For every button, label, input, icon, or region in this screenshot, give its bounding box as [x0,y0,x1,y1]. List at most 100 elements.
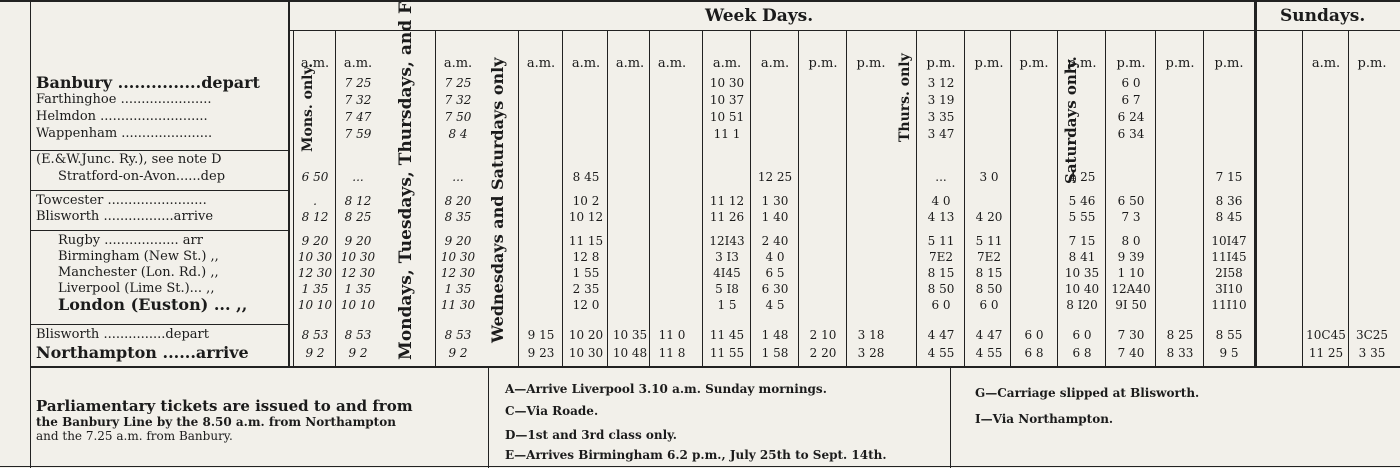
time-cell: 11 15 [568,234,604,248]
time-cell: 5 11 [927,234,955,248]
ampm-header: a.m. [712,56,742,71]
time-cell: 12 8 [572,250,600,264]
time-cell: 4 5 [765,298,785,312]
ampm-header: p.m. [974,56,1004,71]
time-cell: 7 15 [1215,170,1243,184]
time-cell: 1 30 [761,194,789,208]
column-rule [1010,30,1011,366]
column-rule [562,30,563,366]
time-cell: 1 40 [761,210,789,224]
time-cell: 6 0 [1121,76,1141,90]
parliamentary-line-3: and the 7.25 a.m. from Banbury. [36,429,233,443]
note-g: G—Carriage slipped at Blisworth. [975,386,1200,400]
column-rule [1348,30,1349,366]
column-rule [1302,30,1303,366]
time-cell: 7 32 [444,93,472,107]
time-cell: 8 25 [344,210,372,224]
time-cell: 11 8 [658,346,686,360]
station-label: Blisworth ...............depart [36,327,209,342]
time-cell: 9 2 [348,346,368,360]
time-cell: 8 35 [444,210,472,224]
column-rule [518,30,519,366]
column-rule [607,30,608,366]
station-label: London (Euston) ... ,, [58,295,248,314]
time-cell: 4 13 [927,210,955,224]
time-cell: 7 32 [344,93,372,107]
time-cell: 8 41 [1068,250,1096,264]
time-cell: 4 55 [975,346,1003,360]
time-cell: 10 10 [297,298,333,312]
time-cell: 4 47 [975,328,1003,342]
column-rule [1203,30,1204,366]
note-e: E—Arrives Birmingham 6.2 p.m., July 25th… [505,448,887,462]
section-rule [30,190,290,191]
station-label: Manchester (Lon. Rd.) ,, [58,265,219,280]
notes-divider-1 [488,368,489,468]
time-cell: 3 35 [1358,346,1386,360]
time-cell: 8 50 [975,282,1003,296]
station-label: Helmdon .......................... [36,109,208,124]
page-bottom-rule [0,466,1400,467]
time-cell: 9 39 [1117,250,1145,264]
column-rule [649,30,650,366]
time-cell: 8 12 [344,194,372,208]
station-label: Birmingham (New St.) ,, [58,249,219,264]
section-rule [30,150,290,151]
time-cell: 8 12 [301,210,329,224]
time-cell: 7 15 [1068,234,1096,248]
ampm-header: p.m. [808,56,838,71]
parliamentary-note: Parliamentary tickets are issued to and … [36,397,476,443]
time-cell: 6 0 [1072,328,1092,342]
time-cell: 3 47 [927,127,955,141]
time-cell: 4 0 [931,194,951,208]
column-rule [846,30,847,366]
time-cell: 9 20 [444,234,472,248]
time-cell: 11 30 [440,298,476,312]
ampm-header: p.m. [856,56,886,71]
ampm-header: a.m. [657,56,687,71]
time-cell: 8 0 [1121,234,1141,248]
station-label: Towcester ........................ [36,193,207,208]
time-cell: 4 47 [927,328,955,342]
sundays-divider [1254,0,1257,368]
time-cell: 10 30 [297,250,333,264]
time-cell: 7 47 [344,110,372,124]
station-label: Blisworth .................arrive [36,209,214,224]
parliamentary-title: Parliamentary tickets are issued to and … [36,397,413,415]
time-cell: 8 15 [975,266,1003,280]
time-cell: 6 0 [1024,328,1044,342]
ampm-header: a.m. [300,56,330,71]
time-cell: 2 40 [761,234,789,248]
time-cell: 8 36 [1215,194,1243,208]
station-label: Stratford-on-Avon......dep [58,169,226,184]
time-cell: 3 12 [927,76,955,90]
time-cell: 3 35 [927,110,955,124]
time-cell: 10C45 [1306,328,1346,342]
column-rule [916,30,917,366]
time-cell: 7 50 [444,110,472,124]
time-cell: 8 53 [301,328,329,342]
station-column-rule [288,0,290,368]
time-cell: 6 0 [979,298,999,312]
header-rule [290,30,1400,31]
time-cell: 8 45 [572,170,600,184]
time-cell: 2 20 [809,346,837,360]
time-cell: . [313,194,317,208]
station-label: Northampton ......arrive [36,343,249,362]
column-rule [750,30,751,366]
ampm-header: p.m. [1165,56,1195,71]
time-cell: 9 20 [301,234,329,248]
ampm-header: p.m. [1019,56,1049,71]
time-cell: 8 50 [927,282,955,296]
time-cell: 10I47 [1211,234,1247,248]
time-cell: 3 19 [927,93,955,107]
station-label: Banbury ...............depart [36,73,260,92]
time-cell: 10 30 [440,250,476,264]
column-rule [435,30,436,366]
time-cell: 8 45 [1215,210,1243,224]
time-cell: 5 46 [1068,194,1096,208]
week-days-header: Week Days. [705,6,814,26]
time-cell: 4 25 [1068,170,1096,184]
station-label: Farthinghoe ...................... [36,92,212,107]
station-label: (E.&W.Junc. Ry.), see note D [36,152,222,167]
